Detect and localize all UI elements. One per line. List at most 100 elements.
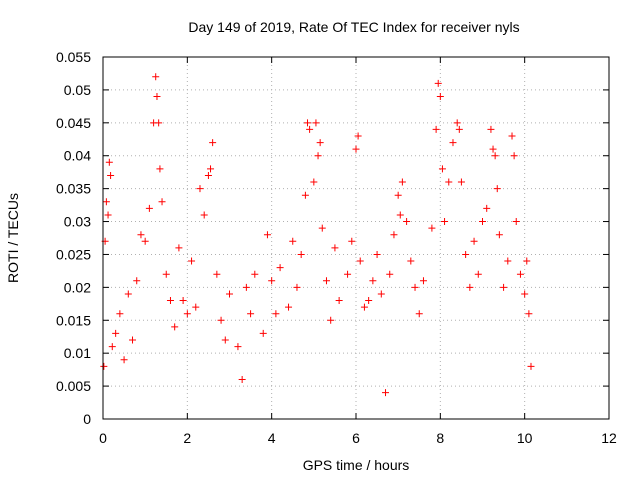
data-point xyxy=(377,290,385,298)
data-point xyxy=(322,277,330,285)
data-point xyxy=(523,257,531,265)
data-point xyxy=(304,119,312,127)
data-point xyxy=(306,125,314,133)
data-point xyxy=(238,376,246,384)
data-point xyxy=(369,277,377,285)
data-point xyxy=(516,270,524,278)
data-point xyxy=(512,218,520,226)
data-point xyxy=(373,250,381,258)
data-point xyxy=(297,250,305,258)
data-point xyxy=(407,257,415,265)
data-point xyxy=(141,237,149,245)
data-point xyxy=(493,185,501,193)
y-tick-label: 0.05 xyxy=(64,82,91,98)
y-tick-label: 0.025 xyxy=(56,246,91,262)
data-point xyxy=(207,165,215,173)
data-point xyxy=(158,198,166,206)
y-tick-label: 0.055 xyxy=(56,49,91,65)
data-point xyxy=(242,283,250,291)
grid-lines xyxy=(103,57,609,419)
data-point xyxy=(204,171,212,179)
data-point xyxy=(504,257,512,265)
data-point xyxy=(356,257,364,265)
data-point xyxy=(348,237,356,245)
data-point xyxy=(314,152,322,160)
data-point xyxy=(102,198,110,206)
data-point xyxy=(508,132,516,140)
data-point xyxy=(318,224,326,232)
data-point xyxy=(411,283,419,291)
data-point xyxy=(331,244,339,252)
data-point xyxy=(226,290,233,298)
data-point xyxy=(272,310,280,318)
data-point xyxy=(344,270,352,278)
data-point xyxy=(394,191,402,199)
data-point xyxy=(217,316,225,324)
data-point xyxy=(301,191,309,199)
data-point xyxy=(386,270,394,278)
data-point xyxy=(455,125,463,133)
data-point xyxy=(415,310,423,318)
data-point xyxy=(527,362,535,370)
data-point xyxy=(156,165,164,173)
data-point xyxy=(188,257,196,265)
data-point xyxy=(183,310,191,318)
x-tick-label: 6 xyxy=(352,430,360,446)
data-point xyxy=(436,92,444,100)
data-point xyxy=(120,356,128,364)
data-point xyxy=(466,283,474,291)
x-tick-label: 10 xyxy=(517,430,533,446)
data-point xyxy=(124,290,132,298)
data-point xyxy=(428,224,436,232)
data-point xyxy=(495,231,503,239)
data-point xyxy=(171,323,179,331)
x-tick-label: 4 xyxy=(268,430,276,446)
y-tick-label: 0.03 xyxy=(64,214,91,230)
data-point xyxy=(116,310,124,318)
data-point xyxy=(335,297,343,305)
data-point xyxy=(285,303,293,311)
data-point xyxy=(489,145,497,153)
data-point xyxy=(263,231,271,239)
data-point xyxy=(390,231,398,239)
data-point xyxy=(213,270,221,278)
data-point xyxy=(268,277,276,285)
data-point xyxy=(152,73,160,81)
x-tick-label: 2 xyxy=(183,430,191,446)
data-point xyxy=(251,270,259,278)
data-point xyxy=(153,92,161,100)
data-point xyxy=(441,218,449,226)
y-axis-label: ROTI / TECUs xyxy=(5,193,21,283)
data-point xyxy=(419,277,427,285)
data-point xyxy=(312,119,320,127)
data-point xyxy=(479,218,486,226)
data-point xyxy=(382,389,390,397)
data-point xyxy=(352,145,360,153)
data-point xyxy=(175,244,183,252)
y-tick-label: 0.015 xyxy=(56,312,91,328)
data-point xyxy=(354,132,362,140)
data-point xyxy=(276,264,284,272)
axis-ticks: 0 0.005 0.01 0.015 0.02 0.025 0.03 0.035 0.04 0.0… xyxy=(56,49,617,446)
data-point xyxy=(107,171,115,179)
y-tick-label: 0.02 xyxy=(64,279,91,295)
data-point xyxy=(396,211,404,219)
data-point xyxy=(470,237,478,245)
data-point xyxy=(491,152,499,160)
y-tick-label: 0.045 xyxy=(56,115,91,131)
chart-title: Day 149 of 2019, Rate Of TEC Index for r… xyxy=(188,19,519,35)
data-point xyxy=(196,185,204,193)
data-point xyxy=(449,139,457,147)
data-point xyxy=(483,204,491,212)
data-point xyxy=(133,277,141,285)
data-point xyxy=(166,297,174,305)
x-tick-label: 0 xyxy=(99,430,107,446)
y-tick-label: 0.04 xyxy=(64,148,91,164)
data-point xyxy=(403,218,411,226)
data-point xyxy=(432,125,440,133)
data-point xyxy=(360,303,368,311)
data-point xyxy=(247,310,255,318)
data-point xyxy=(179,297,187,305)
data-point xyxy=(462,250,470,258)
